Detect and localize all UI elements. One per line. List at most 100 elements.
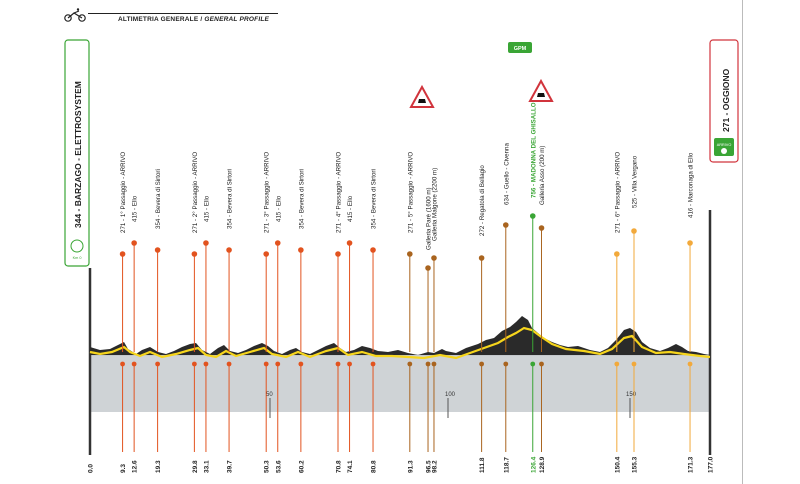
km-label: 177.0 [708, 456, 715, 473]
waypoint-dot [263, 251, 269, 257]
waypoint: Galleria Malgone (2200 m) 98.2 [431, 168, 438, 473]
waypoint-base-dot [614, 361, 620, 367]
waypoint: 271 - 6° Passaggio - ARRIVO 150.4 [614, 152, 621, 473]
page-right-rule [742, 0, 743, 484]
km-label: 0.0 [88, 464, 95, 473]
km-label: 126.4 [530, 456, 537, 473]
km-label: 80.8 [371, 460, 378, 473]
danger-warning-icon [528, 78, 554, 102]
waypoint: 634 - Guello - Civenna 118.7 [502, 143, 510, 473]
waypoint-label: Galleria Asso (200 m) [539, 146, 546, 206]
waypoint-base-dot [407, 361, 413, 367]
waypoint-dot [431, 255, 437, 261]
waypoint-base-dot [347, 361, 352, 367]
waypoint-label: Galleria Parè (1600 m) [426, 187, 433, 250]
waypoint-label: 271 - 4° Passaggio - ARRIVO [336, 152, 343, 233]
title-underline [88, 13, 278, 14]
waypoint-base-dot [370, 361, 376, 367]
km-label: 19.3 [155, 460, 162, 473]
km-label: 155.3 [631, 456, 638, 473]
waypoint-base-dot [431, 361, 437, 367]
waypoint-label: 271 - 1° Passaggio - ARRIVO [120, 152, 127, 233]
waypoint: 272 - Regatola di Bellagio 111.8 [478, 165, 486, 473]
waypoint: Galleria Asso (200 m) 128.9 [538, 146, 546, 473]
start-sign: 344 - BARZAGO - ELETTROSYSTEM Km 0 [64, 39, 90, 267]
waypoint: 271 - 1° Passaggio - ARRIVO 9.3 [119, 152, 127, 473]
waypoint-dot [203, 240, 209, 246]
waypoint-label: 271 - 6° Passaggio - ARRIVO [614, 152, 621, 233]
waypoint-base-dot [335, 361, 341, 367]
waypoint-dot [478, 255, 485, 261]
danger-warning-icon [409, 84, 435, 108]
waypoint: 354 - Bevera di Sirtori 19.3 [154, 169, 162, 473]
waypoint: 271 - 4° Passaggio - ARRIVO 70.8 [335, 152, 343, 473]
waypoint-dot [191, 251, 198, 257]
waypoint-label: 354 - Bevera di Sirtori [371, 169, 378, 229]
waypoint-base-dot [275, 361, 281, 367]
waypoint: Galleria Parè (1600 m) 96.5 [425, 187, 433, 473]
waypoint-label: 756 - MADONNA DEL GHISALLO [530, 102, 537, 198]
km-label: 12.6 [132, 460, 139, 473]
waypoint-label: 415 - Ello [203, 195, 210, 222]
km-marker-label: 100 [445, 392, 456, 398]
km-label: 60.2 [298, 460, 305, 473]
waypoint-dot [274, 240, 281, 246]
waypoint-dot [538, 225, 545, 231]
waypoint-base-dot [263, 361, 269, 367]
waypoint-label: 271 - 5° Passaggio - ARRIVO [407, 152, 414, 233]
title-italian: ALTIMETRIA GENERALE [118, 16, 199, 23]
waypoint: 415 - Ello 12.6 [131, 195, 139, 473]
waypoint-base-dot [131, 361, 137, 367]
finish-sign: 271 - OGGIONO ARRIVO [709, 39, 739, 163]
km-label: 29.8 [192, 460, 199, 473]
waypoint-base-dot [298, 361, 304, 367]
km-marker-100: 100 [445, 392, 456, 418]
waypoint-dot [687, 240, 693, 246]
waypoint-base-dot [631, 361, 637, 367]
waypoint-label: 415 - Ello [132, 195, 139, 222]
waypoint: 415 - Ello 53.6 [274, 195, 282, 473]
waypoint-label: 416 - Marconaga di Ello [688, 152, 695, 218]
km-label: 111.8 [479, 457, 486, 473]
km-label: 9.3 [120, 464, 127, 473]
waypoint: 525 - Villa Vergano 155.3 [631, 155, 638, 473]
waypoint-dot [119, 251, 126, 257]
waypoints-layer: 0.0 271 - 1° Passaggio - ARRIVO 9.3 415 - E… [88, 102, 715, 473]
km-label: 50.3 [264, 460, 271, 473]
waypoint-dot [346, 240, 353, 246]
waypoint: 177.0 [708, 456, 715, 473]
km-label: 118.7 [503, 457, 510, 473]
km-label: 96.5 [426, 460, 433, 473]
title-english: GENERAL PROFILE [204, 16, 270, 23]
km-label: 91.3 [407, 460, 414, 473]
km-label: 171.3 [688, 456, 695, 473]
waypoint-base-dot [479, 361, 485, 367]
km-label: 70.8 [336, 460, 343, 473]
waypoint-dot [131, 240, 137, 246]
waypoint-dot [425, 265, 431, 271]
km-label: 150.4 [614, 456, 621, 473]
waypoint-dot [154, 247, 161, 253]
waypoint-base-dot [226, 361, 232, 367]
waypoint-label: 354 - Bevera di Sirtori [227, 169, 234, 229]
waypoint-base-dot [530, 361, 536, 367]
waypoint-label: Galleria Malgone (2200 m) [431, 168, 438, 241]
km-label: 98.2 [431, 460, 438, 473]
waypoint-base-dot [120, 361, 125, 367]
waypoint-label: 415 - Ello [275, 195, 282, 222]
waypoint-base-dot [687, 361, 693, 367]
km-label: 128.9 [539, 456, 546, 473]
waypoint: 354 - Bevera di Sirtori 39.7 [226, 169, 234, 473]
waypoint-label: 271 - 3° Passaggio - ARRIVO [264, 152, 271, 233]
finish-badge-icon [714, 138, 734, 156]
start-label: 344 - BARZAGO - ELETTROSYSTEM [73, 81, 83, 228]
km-label: 74.1 [347, 460, 354, 473]
finish-flag-icon [721, 148, 727, 154]
cyclist-logo-icon [64, 8, 86, 22]
waypoint-dot [226, 247, 232, 253]
waypoint-label: 525 - Villa Vergano [631, 155, 638, 208]
waypoint-label: 272 - Regatola di Bellagio [479, 165, 486, 236]
waypoint-label: 271 - 2° Passaggio - ARRIVO [192, 152, 199, 233]
